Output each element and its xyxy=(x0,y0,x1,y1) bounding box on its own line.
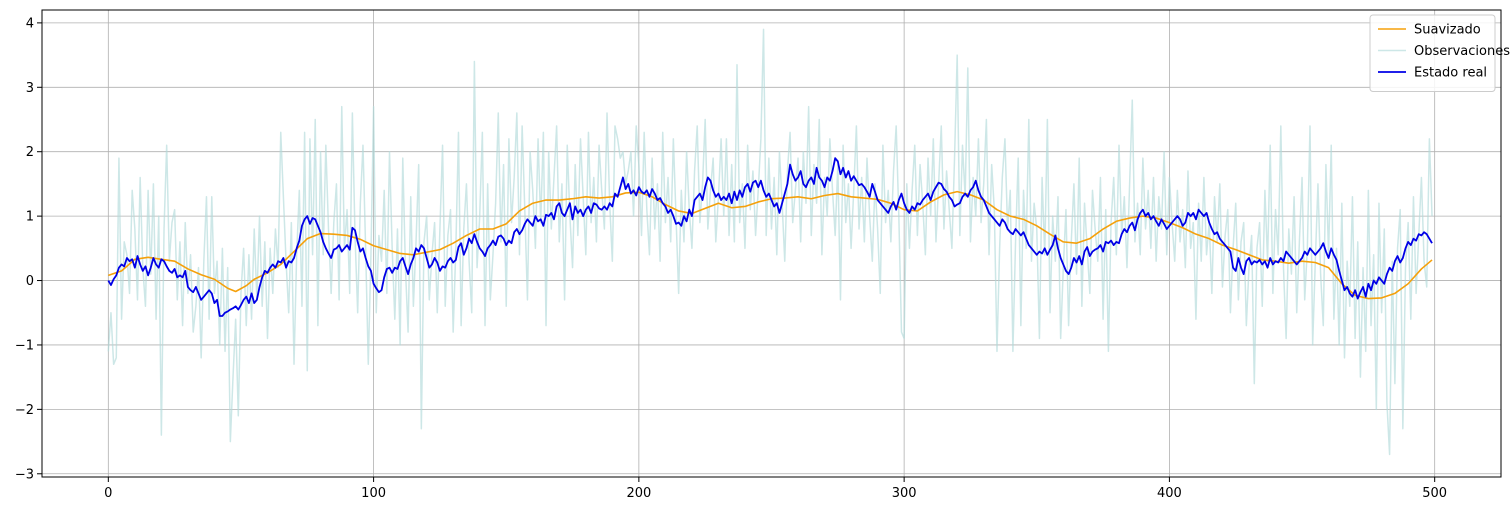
legend: Suavizado Observaciones Estado real xyxy=(1369,14,1510,92)
series-line-suavizado xyxy=(108,190,1433,300)
y-tick-label: −1 xyxy=(15,338,34,353)
series-line-observaciones xyxy=(107,28,1433,456)
x-tick-label: 0 xyxy=(104,486,112,501)
y-tick-label: −2 xyxy=(15,403,34,418)
series-layer xyxy=(107,28,1433,456)
plot-frame xyxy=(41,9,1502,478)
legend-label: Observaciones xyxy=(1414,44,1510,59)
y-tick-label: 2 xyxy=(26,145,34,160)
series-line-estado-real xyxy=(107,157,1433,317)
y-axis-ticks: −3 −2 −1 0 1 2 3 4 xyxy=(15,16,42,482)
x-tick-label: 500 xyxy=(1422,486,1447,501)
legend-label: Estado real xyxy=(1414,66,1487,81)
y-tick-label: 4 xyxy=(26,16,34,31)
x-axis-ticks: 0 100 200 300 400 500 xyxy=(104,477,1447,501)
x-tick-label: 100 xyxy=(361,486,386,501)
y-tick-label: 1 xyxy=(26,210,34,225)
y-tick-label: −3 xyxy=(15,467,34,482)
y-tick-label: 3 xyxy=(26,81,34,96)
legend-items: Suavizado Observaciones Estado real xyxy=(1378,23,1510,81)
y-tick-label: 0 xyxy=(26,274,34,289)
x-tick-label: 200 xyxy=(626,486,651,501)
x-tick-label: 400 xyxy=(1157,486,1182,501)
x-tick-label: 300 xyxy=(892,486,917,501)
legend-label: Suavizado xyxy=(1414,23,1481,38)
